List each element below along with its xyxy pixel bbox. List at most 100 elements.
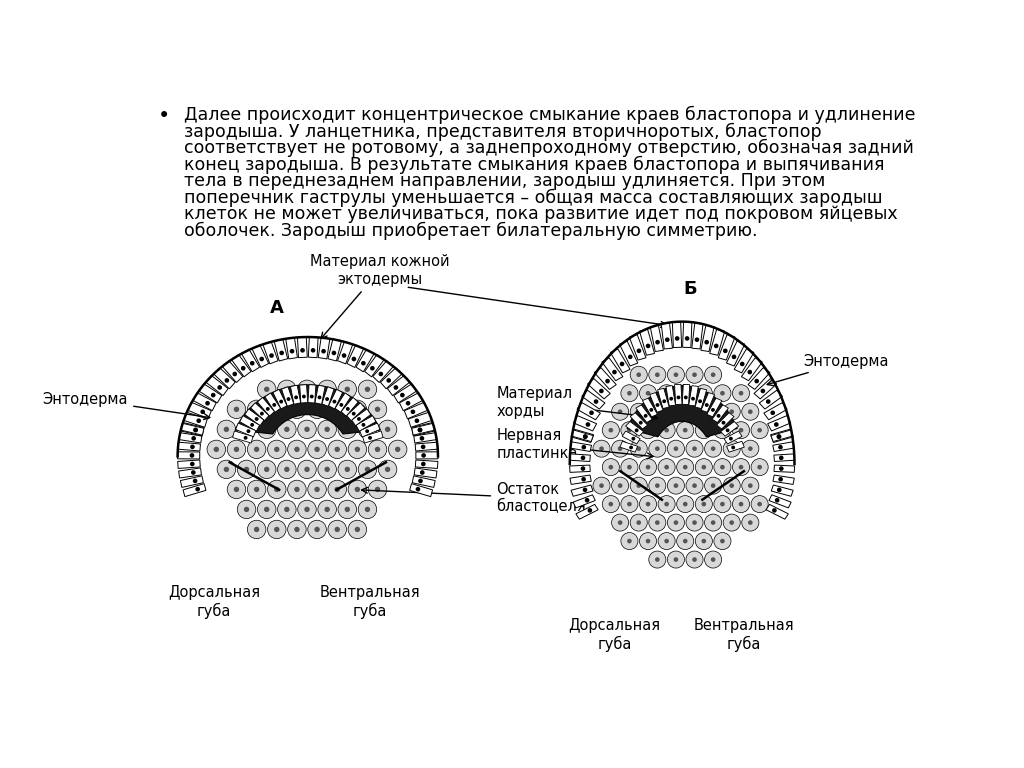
Polygon shape — [394, 384, 417, 403]
Polygon shape — [315, 386, 325, 404]
Circle shape — [304, 427, 309, 432]
Polygon shape — [180, 476, 204, 488]
Circle shape — [338, 380, 356, 399]
Circle shape — [585, 498, 590, 502]
Circle shape — [729, 520, 734, 525]
Circle shape — [583, 435, 588, 439]
Circle shape — [658, 495, 675, 512]
Text: конец зародыша. В результате смыкания краев бластопора и выпячивания: конец зародыша. В результате смыкания кр… — [183, 156, 885, 174]
Circle shape — [338, 460, 356, 478]
Circle shape — [308, 520, 327, 538]
Circle shape — [388, 440, 407, 458]
Polygon shape — [387, 376, 410, 396]
Circle shape — [665, 539, 669, 544]
Circle shape — [711, 446, 716, 451]
Circle shape — [655, 340, 659, 345]
Circle shape — [325, 427, 330, 432]
Circle shape — [278, 380, 296, 399]
Circle shape — [621, 532, 638, 550]
Circle shape — [288, 520, 306, 538]
Circle shape — [711, 483, 716, 488]
Circle shape — [738, 428, 743, 432]
Circle shape — [196, 487, 200, 492]
Circle shape — [418, 428, 422, 432]
Circle shape — [695, 532, 713, 550]
Text: Материал
хорды: Материал хорды — [496, 386, 657, 420]
Circle shape — [701, 502, 707, 506]
Circle shape — [729, 437, 733, 441]
Polygon shape — [263, 342, 279, 364]
Circle shape — [630, 366, 647, 383]
Circle shape — [628, 355, 633, 359]
Circle shape — [655, 520, 659, 525]
Circle shape — [267, 480, 286, 498]
Circle shape — [685, 336, 689, 341]
Polygon shape — [642, 398, 657, 417]
Circle shape — [766, 399, 770, 404]
Circle shape — [621, 385, 638, 402]
Circle shape — [668, 403, 684, 420]
Polygon shape — [741, 358, 762, 381]
Circle shape — [665, 337, 670, 342]
Circle shape — [348, 480, 367, 498]
Circle shape — [358, 380, 377, 399]
Circle shape — [599, 483, 604, 488]
Circle shape — [267, 440, 286, 458]
Circle shape — [695, 458, 713, 475]
Circle shape — [751, 458, 768, 475]
Circle shape — [274, 447, 280, 452]
Polygon shape — [721, 422, 738, 436]
Circle shape — [310, 348, 315, 353]
Circle shape — [589, 410, 594, 415]
Polygon shape — [409, 412, 432, 427]
Polygon shape — [569, 454, 591, 462]
Circle shape — [317, 396, 322, 399]
Polygon shape — [573, 495, 595, 508]
Polygon shape — [692, 323, 703, 349]
Polygon shape — [754, 379, 777, 399]
Circle shape — [726, 429, 729, 432]
Polygon shape — [771, 429, 794, 442]
Circle shape — [333, 399, 336, 403]
Circle shape — [290, 349, 294, 353]
Polygon shape — [308, 337, 318, 358]
Circle shape — [731, 445, 735, 449]
Circle shape — [686, 403, 703, 420]
Polygon shape — [657, 389, 669, 409]
Circle shape — [611, 403, 629, 420]
Circle shape — [636, 409, 641, 414]
Circle shape — [298, 420, 316, 439]
Circle shape — [351, 356, 356, 361]
Circle shape — [267, 520, 286, 538]
Circle shape — [365, 386, 370, 392]
Circle shape — [232, 372, 238, 376]
Circle shape — [190, 445, 195, 449]
Circle shape — [335, 487, 340, 492]
Polygon shape — [683, 322, 692, 348]
Polygon shape — [769, 495, 792, 508]
Circle shape — [338, 420, 356, 439]
Circle shape — [621, 458, 638, 475]
Circle shape — [400, 392, 404, 397]
Polygon shape — [571, 485, 593, 496]
Circle shape — [705, 403, 722, 420]
Circle shape — [241, 366, 246, 370]
Circle shape — [602, 422, 620, 439]
Circle shape — [233, 447, 240, 452]
Circle shape — [386, 378, 391, 382]
Circle shape — [714, 422, 731, 439]
Polygon shape — [181, 423, 204, 435]
Circle shape — [686, 477, 703, 494]
Circle shape — [284, 467, 290, 472]
Circle shape — [369, 400, 387, 419]
Circle shape — [655, 403, 659, 407]
Circle shape — [639, 422, 656, 439]
Polygon shape — [318, 337, 330, 359]
Circle shape — [193, 478, 198, 483]
Polygon shape — [662, 323, 673, 349]
Circle shape — [257, 500, 275, 518]
Circle shape — [421, 453, 426, 458]
Circle shape — [620, 362, 625, 366]
Circle shape — [741, 477, 759, 494]
Text: соответствует не ротовому, а заднепроходному отверстию, обозначая задний: соответствует не ротовому, а заднепроход… — [183, 139, 913, 157]
